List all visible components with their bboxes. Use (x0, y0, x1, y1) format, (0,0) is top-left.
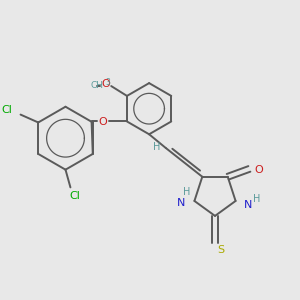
Text: H: H (183, 187, 190, 197)
Text: H: H (253, 194, 260, 204)
Text: Cl: Cl (1, 105, 12, 115)
Text: N: N (176, 198, 185, 208)
Text: 3: 3 (106, 78, 111, 87)
Text: O: O (255, 165, 264, 175)
Text: O: O (101, 79, 110, 89)
Text: O: O (98, 118, 107, 128)
Text: CH: CH (91, 81, 104, 90)
Text: N: N (244, 200, 253, 210)
Text: H: H (153, 142, 161, 152)
Text: S: S (217, 245, 224, 255)
Text: Cl: Cl (69, 191, 80, 201)
